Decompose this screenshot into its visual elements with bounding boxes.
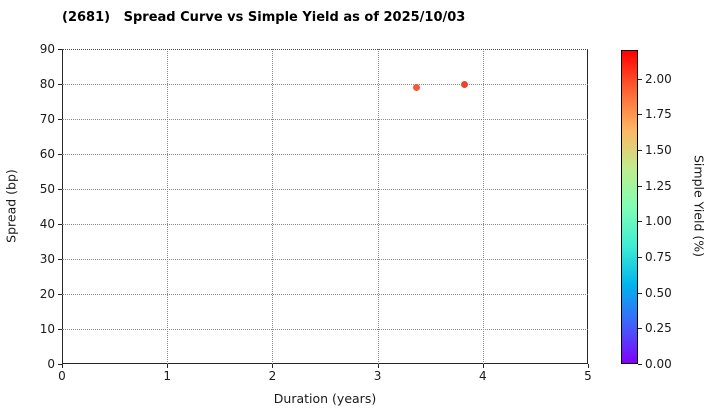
- y-gridline: [62, 294, 588, 295]
- x-tick-label: 4: [478, 369, 487, 383]
- colorbar-tick-mark: [638, 78, 642, 80]
- y-tick-label: 20: [39, 287, 55, 301]
- colorbar-tick-label: 1.00: [645, 214, 672, 229]
- colorbar-tick-label: 0.75: [645, 249, 672, 264]
- y-gridline: [62, 84, 588, 85]
- y-gridline: [62, 189, 588, 190]
- data-point: [461, 80, 469, 88]
- y-tick-mark: [58, 84, 62, 85]
- colorbar-tick-label: 1.25: [645, 178, 672, 193]
- x-gridline: [377, 49, 379, 364]
- x-tick-mark: [272, 364, 274, 368]
- colorbar-tick-mark: [638, 328, 642, 330]
- y-gridline: [62, 259, 588, 260]
- colorbar-label: Simple Yield (%): [691, 154, 707, 258]
- chart-title: (2681) Spread Curve vs Simple Yield as o…: [62, 10, 466, 25]
- colorbar-tick-label: 0.50: [645, 285, 672, 300]
- colorbar-tick-label: 1.75: [645, 107, 672, 122]
- x-axis-label: Duration (years): [273, 391, 377, 406]
- y-gridline: [62, 154, 588, 155]
- y-gridline: [62, 49, 588, 50]
- y-axis-label: Spread (bp): [3, 169, 19, 243]
- colorbar-tick-mark: [638, 256, 642, 258]
- colorbar-tick-label: 0.25: [645, 321, 672, 336]
- x-tick-mark: [62, 364, 63, 368]
- x-tick-mark: [482, 364, 484, 368]
- x-gridline: [167, 49, 169, 364]
- y-tick-label: 70: [39, 112, 55, 126]
- colorbar-tick-mark: [638, 221, 642, 223]
- y-tick-mark: [58, 329, 62, 330]
- y-tick-label: 30: [39, 252, 55, 266]
- plot-area: [62, 49, 588, 364]
- y-gridline: [62, 329, 588, 330]
- y-tick-label: 10: [39, 322, 55, 336]
- x-tick-label: 2: [268, 369, 277, 383]
- y-tick-mark: [58, 294, 62, 295]
- colorbar-tick-label: 1.50: [645, 142, 672, 157]
- y-tick-mark: [58, 259, 62, 260]
- y-tick-mark: [58, 154, 62, 155]
- colorbar-tick-mark: [638, 292, 642, 294]
- colorbar: [621, 50, 638, 364]
- x-gridline: [272, 49, 274, 364]
- x-tick-label: 3: [373, 369, 382, 383]
- y-gridline: [62, 224, 588, 225]
- y-tick-label: 40: [39, 217, 55, 231]
- x-tick-label: 1: [163, 369, 172, 383]
- colorbar-tick-mark: [638, 149, 642, 151]
- y-tick-label: 50: [39, 182, 55, 196]
- y-tick-mark: [58, 49, 62, 50]
- colorbar-tick-mark: [638, 114, 642, 116]
- data-point: [413, 84, 421, 91]
- x-gridline: [482, 49, 484, 364]
- y-tick-label: 90: [39, 42, 55, 56]
- colorbar-tick-label: 0.00: [645, 357, 672, 371]
- y-tick-label: 60: [39, 147, 55, 161]
- y-tick-mark: [58, 119, 62, 120]
- colorbar-tick-mark: [638, 185, 642, 187]
- y-gridline: [62, 119, 588, 120]
- x-tick-label: 0: [58, 369, 66, 383]
- colorbar-tick-mark: [638, 364, 642, 365]
- x-tick-mark: [167, 364, 169, 368]
- x-tick-mark: [588, 364, 589, 368]
- y-tick-label: 0: [47, 357, 55, 371]
- y-tick-label: 80: [39, 77, 55, 91]
- y-tick-mark: [58, 364, 62, 365]
- y-tick-mark: [58, 189, 62, 190]
- x-tick-mark: [377, 364, 379, 368]
- y-tick-mark: [58, 224, 62, 225]
- colorbar-tick-label: 2.00: [645, 71, 672, 86]
- x-tick-label: 5: [584, 369, 592, 383]
